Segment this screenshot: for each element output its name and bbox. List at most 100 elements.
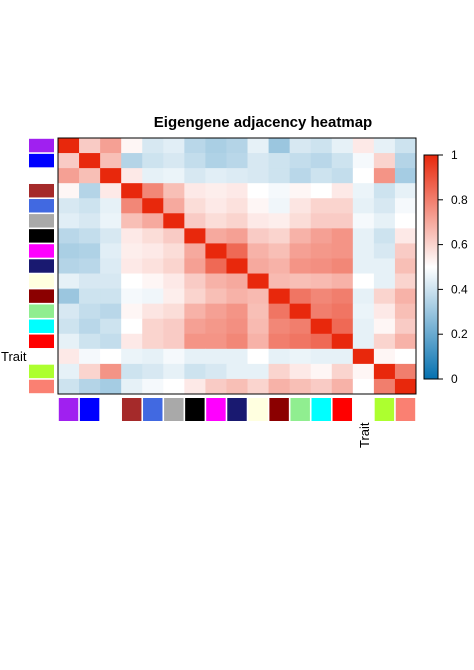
color-legend-ticks: 0 0.2 0.4 0.6 0.8 1	[438, 148, 468, 386]
heatmap-cell	[268, 333, 291, 350]
heatmap-cell	[100, 243, 122, 259]
heatmap-cell	[100, 363, 122, 380]
heatmap-cell	[142, 363, 164, 380]
column-color-swatch-cyan	[311, 398, 331, 421]
heatmap-cell	[121, 213, 143, 229]
heatmap-cell	[100, 303, 122, 320]
heatmap-cell	[331, 183, 354, 199]
heatmap-cell	[352, 213, 375, 229]
heatmap-cell	[310, 303, 333, 320]
heatmap-cell	[331, 138, 354, 154]
heatmap-cell	[205, 288, 227, 305]
heatmap-cell	[394, 363, 417, 380]
row-color-swatch-black	[29, 229, 54, 243]
heatmap-cell	[268, 228, 291, 244]
heatmap-cell	[184, 258, 206, 274]
legend-tick-label: 0.8	[451, 193, 468, 207]
heatmap-cell	[163, 348, 185, 365]
heatmap-cell	[394, 198, 417, 214]
heatmap-cell	[100, 258, 122, 274]
heatmap-cell	[226, 273, 248, 289]
column-color-swatch-red	[332, 398, 353, 421]
heatmap-cell	[163, 153, 185, 169]
heatmap-cell	[352, 273, 375, 289]
heatmap-cell	[121, 378, 143, 395]
heatmap-cell	[163, 378, 185, 395]
heatmap-cell	[394, 273, 417, 289]
legend-tick-label: 1	[451, 148, 458, 162]
heatmap-cell	[373, 363, 396, 380]
heatmap-cell	[121, 228, 143, 244]
heatmap-cell	[352, 348, 375, 365]
heatmap-cell	[331, 318, 354, 335]
heatmap-cell	[163, 318, 185, 335]
heatmap-cell	[100, 153, 122, 169]
heatmap-cell	[205, 378, 227, 395]
heatmap-cell	[268, 318, 291, 335]
row-color-swatch-lightgreen	[29, 304, 54, 318]
heatmap-cell	[310, 333, 333, 350]
column-trait-label: Trait	[357, 422, 372, 448]
row-color-swatch-blue	[29, 153, 54, 168]
heatmap-cell	[184, 348, 206, 365]
heatmap-cell	[331, 153, 354, 169]
heatmap-cell	[247, 138, 269, 154]
heatmap-cell	[184, 153, 206, 169]
heatmap-cell	[352, 333, 375, 350]
heatmap-cell	[226, 258, 248, 274]
heatmap-cell	[58, 378, 80, 395]
heatmap-cell	[184, 363, 206, 380]
heatmap-cell	[163, 288, 185, 305]
heatmap-cell	[310, 273, 333, 289]
heatmap-cell	[268, 153, 291, 169]
heatmap-cell	[121, 273, 143, 289]
heatmap-cell	[121, 168, 143, 184]
row-color-swatch-darkgrey	[29, 214, 54, 228]
heatmap-cell	[352, 153, 375, 169]
heatmap-cell	[310, 258, 333, 274]
heatmap-cell	[289, 228, 312, 244]
heatmap-cell	[331, 168, 354, 184]
heatmap-cell	[79, 213, 101, 229]
heatmap-cell	[184, 168, 206, 184]
heatmap-cell	[205, 183, 227, 199]
heatmap-cell	[142, 333, 164, 350]
heatmap-cell	[331, 378, 354, 395]
color-legend-bar	[423, 154, 439, 380]
heatmap-cell	[79, 318, 101, 335]
heatmap-cell	[331, 363, 354, 380]
heatmap-cell	[184, 198, 206, 214]
heatmap-cell	[373, 228, 396, 244]
heatmap-cell	[121, 198, 143, 214]
heatmap-cell	[373, 303, 396, 320]
heatmap-cell	[58, 228, 80, 244]
heatmap-cell	[100, 228, 122, 244]
heatmap-cell	[79, 273, 101, 289]
heatmap-cell	[289, 363, 312, 380]
heatmap-cell	[184, 228, 206, 244]
heatmap-cell	[394, 258, 417, 274]
heatmap-cell	[310, 213, 333, 229]
heatmap-cell	[352, 183, 375, 199]
heatmap-cell	[205, 228, 227, 244]
heatmap-cell	[268, 363, 291, 380]
heatmap-cell	[247, 333, 269, 350]
heatmap-cell	[226, 198, 248, 214]
heatmap-cell	[394, 333, 417, 350]
heatmap-cell	[58, 138, 80, 154]
heatmap-cell	[58, 153, 80, 169]
heatmap-cell	[142, 288, 164, 305]
heatmap-cell	[142, 228, 164, 244]
heatmap-cell	[58, 258, 80, 274]
heatmap-cell	[121, 258, 143, 274]
heatmap-cell	[247, 348, 269, 365]
heatmap-cell	[247, 198, 269, 214]
heatmap-cell	[58, 183, 80, 199]
heatmap-cell	[205, 363, 227, 380]
legend-tick-label: 0.4	[451, 282, 468, 296]
column-color-swatch-royalblue	[143, 398, 163, 421]
heatmap-cell	[121, 153, 143, 169]
row-color-swatch-red	[29, 334, 54, 349]
heatmap-cell	[142, 258, 164, 274]
